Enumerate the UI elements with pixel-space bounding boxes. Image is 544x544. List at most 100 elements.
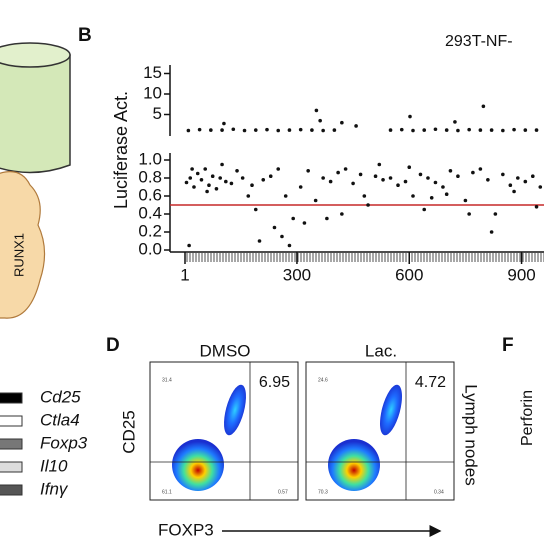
data-point	[235, 169, 239, 173]
density-blob	[172, 439, 224, 491]
panel-label: B	[78, 25, 92, 46]
data-point	[336, 170, 340, 175]
legend-label: Il10	[40, 456, 68, 475]
data-point	[358, 172, 363, 177]
data-point	[456, 174, 460, 178]
data-point	[512, 189, 516, 194]
plot-title: Lac.	[365, 341, 397, 360]
data-point	[523, 179, 528, 184]
data-point	[328, 179, 333, 184]
data-point	[523, 128, 528, 132]
data-point	[207, 183, 211, 187]
legend-label: Ifnγ	[40, 479, 69, 498]
y-axis-label: CD25	[119, 410, 138, 453]
data-point	[210, 174, 215, 178]
data-point	[407, 165, 412, 169]
data-point	[240, 176, 245, 180]
data-point	[272, 225, 277, 230]
data-point	[276, 167, 281, 171]
data-point	[426, 176, 430, 180]
data-point	[422, 128, 427, 132]
data-point	[321, 128, 325, 133]
y-tick-label: 0.0	[138, 239, 162, 258]
data-point	[253, 207, 258, 212]
data-point	[203, 167, 208, 171]
data-point	[242, 128, 247, 133]
data-point	[396, 183, 400, 187]
data-point	[192, 185, 196, 189]
data-point	[408, 114, 412, 119]
data-point	[418, 172, 423, 177]
legend: Cd25 Ctla4 Foxp3 Il10 Ifnγ	[0, 387, 88, 498]
data-point	[377, 162, 382, 167]
y-tick-label: 15	[143, 63, 162, 82]
legend-swatch	[0, 438, 23, 450]
data-point	[388, 176, 393, 180]
plot-frame	[305, 361, 455, 501]
data-point	[332, 128, 337, 132]
data-point	[478, 167, 483, 171]
legend-label: Ctla4	[40, 410, 80, 429]
density-blob	[328, 439, 380, 491]
data-point	[489, 230, 494, 234]
density-blob	[380, 384, 402, 436]
y-tick-label: 0.8	[138, 167, 162, 186]
data-point	[340, 212, 344, 216]
legend-label: Foxp3	[40, 433, 88, 452]
data-point	[381, 178, 385, 182]
data-point	[422, 207, 427, 212]
density-blob	[224, 384, 246, 436]
data-point	[463, 198, 468, 203]
y-axis-label: Perforin	[519, 390, 536, 446]
y-tick-label: 0.4	[138, 203, 162, 222]
data-point	[187, 243, 191, 248]
legend-swatch	[0, 392, 23, 404]
data-point	[298, 127, 303, 132]
data-point	[538, 185, 543, 189]
plot-title: DMSO	[200, 341, 251, 360]
data-point	[441, 185, 445, 189]
data-point	[388, 128, 393, 132]
data-point	[314, 108, 319, 113]
data-point	[218, 176, 222, 180]
legend-swatch	[0, 461, 23, 473]
y-tick-label: 0.2	[138, 221, 162, 240]
data-point	[313, 198, 318, 203]
data-point	[343, 167, 348, 171]
data-point	[501, 172, 505, 177]
data-point	[190, 167, 194, 171]
x-tick-label: 1	[180, 265, 189, 284]
quadrant-small: 24.6	[318, 377, 328, 383]
data-point	[411, 128, 415, 133]
data-point	[516, 176, 520, 180]
data-point	[188, 176, 193, 180]
data-point	[205, 189, 209, 194]
data-point	[453, 120, 457, 124]
data-point	[486, 178, 490, 182]
data-point	[321, 176, 325, 180]
data-point	[199, 178, 204, 182]
data-point	[184, 180, 189, 185]
data-point	[433, 180, 438, 185]
data-point	[253, 128, 258, 132]
data-point	[209, 128, 213, 132]
x-tick-label: 600	[395, 265, 423, 284]
data-point	[512, 127, 516, 132]
data-point	[501, 128, 505, 133]
data-point	[287, 243, 292, 248]
data-point	[467, 127, 471, 132]
data-point	[429, 196, 434, 200]
data-point	[433, 127, 438, 132]
legend-label: Cd25	[40, 387, 81, 406]
data-point	[276, 128, 281, 133]
data-point	[399, 127, 404, 132]
data-point	[362, 194, 367, 198]
data-point	[325, 216, 329, 221]
data-point	[493, 212, 498, 216]
data-point	[220, 128, 224, 132]
data-point	[197, 127, 202, 132]
panel-label: D	[106, 335, 120, 356]
data-point	[444, 128, 449, 132]
